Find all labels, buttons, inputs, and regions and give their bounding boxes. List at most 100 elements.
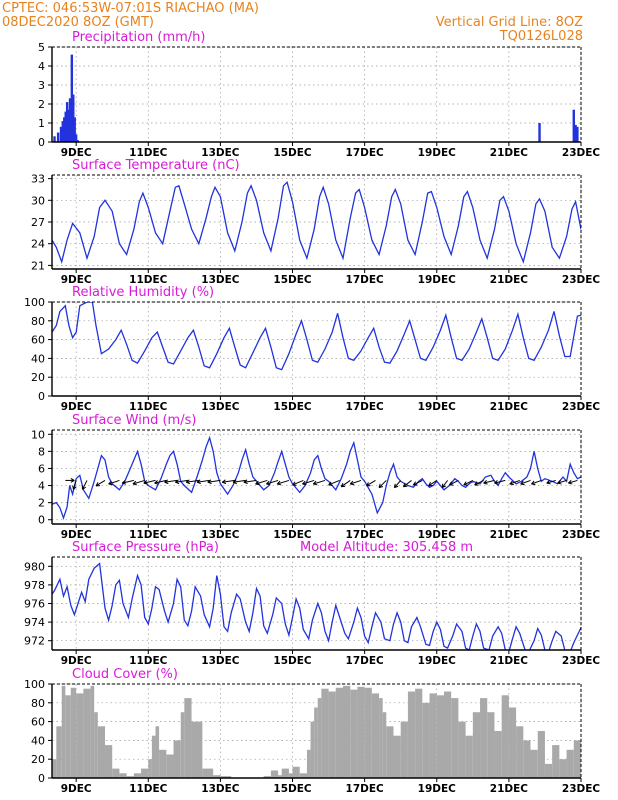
humidity-line [52, 302, 581, 371]
wind-arrow [65, 478, 75, 483]
cloud-cover-bar [76, 693, 84, 778]
x-tick-label: 11DEC [129, 147, 168, 159]
cloud-cover-bar [458, 721, 466, 778]
x-tick-label: 21DEC [490, 529, 529, 541]
wind-arrow [207, 479, 221, 485]
x-tick-label: 21DEC [490, 147, 529, 159]
y-tick-label: 20 [31, 371, 45, 384]
cloud-cover-bar [508, 707, 517, 778]
wind-arrow [81, 480, 88, 490]
precip-bar [67, 109, 70, 142]
wind-arrow [312, 479, 326, 486]
cloud-cover-bar [386, 726, 394, 778]
x-tick-label: 11DEC [129, 274, 168, 286]
precip-bar [53, 136, 56, 142]
x-tick-label: 23DEC [562, 274, 601, 286]
wind-arrow [520, 479, 531, 486]
x-tick-label: 11DEC [129, 401, 168, 413]
cloud-cover-bar [292, 766, 300, 778]
cloud-cover-bar [487, 712, 495, 778]
cloud-cover-bar [581, 686, 585, 778]
x-tick-label: 13DEC [201, 401, 240, 413]
y-tick-label: 24 [31, 238, 45, 251]
humidity-panel: Relative Humidity (%) 0 20 40 60 80 100 9DEC 11D… [24, 285, 600, 413]
x-tick-label: 19DEC [418, 401, 457, 413]
cloud-cover-bar [537, 731, 545, 778]
cloud-cover-bar [407, 691, 416, 778]
x-tick-label: 9DEC [61, 274, 92, 286]
cloud-cover-bar [530, 749, 538, 778]
y-tick-label: 30 [31, 194, 45, 207]
y-tick-label: 972 [24, 635, 45, 648]
x-tick-label: 17DEC [346, 655, 385, 667]
cloud-cover-bar [310, 721, 315, 778]
x-tick-label: 9DEC [61, 529, 92, 541]
pressure-line [52, 562, 581, 650]
x-tick-label: 13DEC [201, 783, 240, 795]
wind-arrow [143, 479, 156, 485]
y-tick-label: 4 [38, 480, 45, 493]
cloud-cover-bar [343, 685, 351, 778]
y-tick-label: 60 [31, 716, 45, 729]
x-tick-label: 13DEC [201, 147, 240, 159]
x-tick-label: 11DEC [129, 783, 168, 795]
wind-arrow [557, 479, 567, 485]
precip-bar [59, 126, 63, 142]
wind-arrow [95, 479, 106, 487]
wind-arrow [349, 479, 362, 486]
x-tick-label: 15DEC [273, 147, 312, 159]
wind-arrow [276, 479, 290, 486]
cloud-cover-bar [382, 712, 387, 778]
cloud-cover-bar [112, 768, 120, 778]
cloud-cover-bar [379, 698, 383, 778]
cloud-cover-bar [184, 698, 192, 778]
x-tick-label: 23DEC [562, 655, 601, 667]
cloud-cover-bar [263, 776, 271, 778]
y-tick-label: 980 [24, 560, 45, 573]
precip-bar [72, 94, 75, 142]
cloud-cover-bar [335, 687, 344, 778]
y-tick-label: 5 [38, 41, 45, 54]
x-tick-label: 17DEC [346, 401, 385, 413]
wind-arrow [483, 479, 495, 485]
x-tick-label: 9DEC [61, 783, 92, 795]
precip-bar [64, 111, 67, 142]
wind-arrow [72, 480, 77, 490]
cloud-cover-bar [306, 749, 311, 778]
y-tick-label: 8 [38, 445, 45, 458]
header-grid-line-note: Vertical Grid Line: 8OZ [435, 15, 583, 30]
wind-arrow [302, 479, 315, 486]
x-tick-label: 11DEC [129, 529, 168, 541]
x-tick-label: 9DEC [61, 147, 92, 159]
precip-bar [70, 54, 74, 142]
wind-arrow [448, 479, 459, 486]
y-tick-label: 2 [38, 497, 45, 510]
cloud-cover-bar [173, 740, 181, 778]
x-tick-label: 13DEC [201, 655, 240, 667]
y-tick-label: 6 [38, 462, 45, 475]
wind-arrow [474, 479, 484, 486]
x-tick-label: 19DEC [418, 274, 457, 286]
cloud-cover-bar [321, 688, 329, 778]
y-tick-label: 0 [38, 514, 45, 527]
cloud-cover-bar [278, 775, 282, 778]
precip-bar [65, 102, 69, 142]
cloud-cover-bar [436, 695, 444, 778]
cloud-cover-bar [56, 726, 62, 778]
x-tick-label: 21DEC [490, 401, 529, 413]
y-tick-label: 80 [31, 315, 45, 328]
precip-bar [538, 123, 541, 142]
x-tick-label: 9DEC [61, 401, 92, 413]
cloud-cover-bar [472, 712, 481, 778]
cloud-cover-bar [220, 776, 232, 778]
cloud-cover-bar [61, 685, 66, 778]
wind-arrow [292, 479, 304, 486]
cloud-cover-bar [350, 689, 358, 778]
y-tick-label: 1 [38, 117, 45, 130]
cloud-cover-bar [83, 688, 91, 778]
cloud-cover-bar [281, 768, 289, 778]
precip-bar [76, 140, 79, 142]
x-tick-label: 21DEC [490, 274, 529, 286]
panel-title: Surface Pressure (hPa) [72, 540, 219, 555]
y-tick-label: 20 [31, 753, 45, 766]
